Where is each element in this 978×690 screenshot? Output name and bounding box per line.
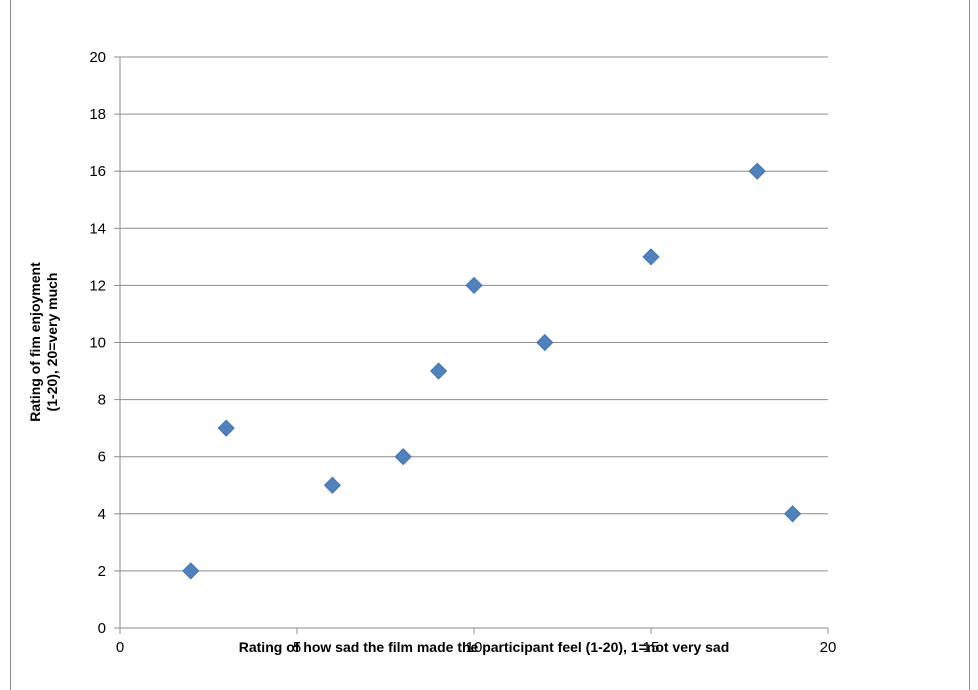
- x-tick-label: 0: [116, 639, 124, 656]
- data-point: [394, 448, 412, 466]
- y-tick-label: 16: [89, 163, 106, 180]
- y-axis-title-line-1: Rating of fim enjoyment: [27, 262, 43, 422]
- y-tick-label: 12: [89, 277, 106, 294]
- data-point: [642, 248, 660, 266]
- y-axis-title: Rating of fim enjoyment (1-20), 20=very …: [27, 262, 60, 422]
- data-point: [323, 476, 341, 494]
- y-tick-label: 20: [89, 49, 106, 66]
- y-tick-label: 2: [98, 563, 106, 580]
- y-tick-label: 8: [98, 392, 106, 409]
- data-point: [182, 562, 200, 580]
- axes: [114, 56, 829, 634]
- x-tick-label: 5: [293, 639, 301, 656]
- x-tick-label: 15: [643, 639, 660, 656]
- data-point: [784, 505, 802, 523]
- chart-frame: [10, 0, 970, 690]
- gridlines: [120, 56, 828, 572]
- y-tick-label: 0: [98, 620, 106, 637]
- data-point: [430, 362, 448, 380]
- y-tick-label: 6: [98, 449, 106, 466]
- y-tick-labels: 0 2 4 6 8 10 12 14 16 18 20: [89, 49, 106, 637]
- data-point: [748, 162, 766, 180]
- data-point: [217, 419, 235, 437]
- x-tick-labels: 0 5 10 15 20: [116, 639, 837, 656]
- x-tick-label: 20: [820, 639, 837, 656]
- data-point: [536, 333, 554, 352]
- x-axis-title: Rating of how sad the film made the part…: [239, 639, 730, 655]
- data-points: [182, 162, 802, 580]
- y-tick-label: 14: [89, 220, 106, 237]
- y-tick-label: 10: [89, 335, 106, 352]
- data-point: [465, 276, 483, 294]
- y-tick-label: 4: [98, 506, 106, 523]
- x-tick-label: 10: [466, 639, 483, 656]
- y-tick-label: 18: [89, 106, 106, 123]
- y-axis-title-line-2: (1-20), 20=very much: [44, 273, 60, 412]
